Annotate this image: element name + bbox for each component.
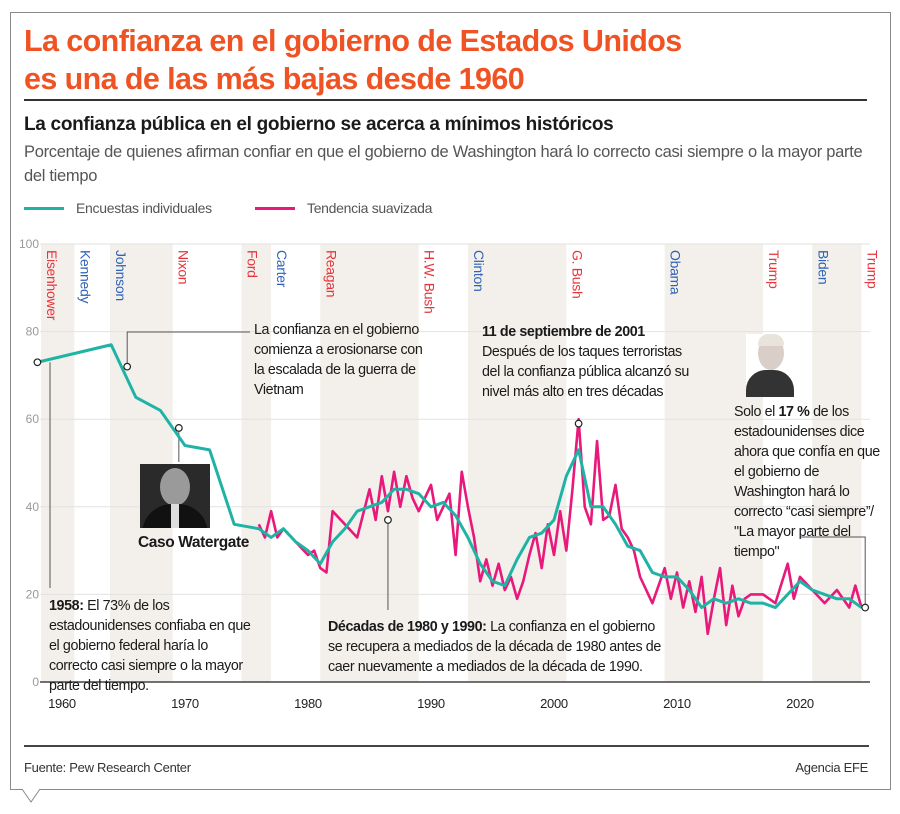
president-label: Nixon bbox=[176, 250, 192, 284]
president-label: Biden bbox=[815, 250, 831, 284]
legend-item-teal: Encuestas individuales bbox=[24, 200, 212, 216]
president-band bbox=[41, 244, 75, 682]
graphic-frame bbox=[10, 12, 891, 790]
president-label: Clinton bbox=[471, 250, 487, 291]
president-label: Obama bbox=[668, 250, 684, 295]
president-label: Eisenhower bbox=[44, 250, 60, 321]
annotation-september-2001: 11 de septiembre de 2001 Después de los t… bbox=[482, 324, 689, 400]
chart-description: Porcentaje de quienes afirman confiar en… bbox=[24, 143, 863, 185]
watergate-label: Caso Watergate bbox=[138, 534, 249, 551]
president-label: Kennedy bbox=[77, 250, 93, 303]
president-band bbox=[467, 244, 567, 682]
president-label: Ford bbox=[245, 250, 261, 278]
footer-divider bbox=[24, 745, 869, 747]
title-divider bbox=[24, 99, 867, 101]
x-tick-label: 1960 bbox=[48, 696, 76, 711]
chart-subtitle: La confianza pública en el gobierno se a… bbox=[24, 114, 614, 135]
legend-label: Tendencia suavizada bbox=[307, 200, 433, 216]
president-label: Johnson bbox=[113, 250, 129, 301]
series-line-teal bbox=[37, 343, 863, 610]
source-note: Fuente: Pew Research Center bbox=[24, 760, 191, 775]
trump-photo bbox=[746, 334, 794, 397]
annotation-vietnam: La confianza en el gobierno comienza a e… bbox=[254, 322, 423, 398]
annotation-marker bbox=[123, 362, 132, 371]
annotation-marker bbox=[33, 358, 42, 367]
y-tick-label: 80 bbox=[26, 325, 40, 339]
president-label: H.W. Bush bbox=[422, 250, 438, 313]
y-tick-label: 60 bbox=[26, 412, 40, 426]
legend-label: Encuestas individuales bbox=[76, 200, 212, 216]
agency-credit: Agencia EFE bbox=[795, 760, 868, 775]
x-tick-label: 2010 bbox=[663, 696, 691, 711]
president-band bbox=[320, 244, 419, 682]
president-label: G. Bush bbox=[569, 250, 585, 298]
president-band bbox=[109, 244, 173, 682]
president-band bbox=[664, 244, 764, 682]
page-title: La confianza en el gobierno de Estados U… bbox=[24, 24, 682, 96]
annotation-marker bbox=[861, 603, 870, 612]
president-band bbox=[812, 244, 862, 682]
legend-swatch-teal bbox=[24, 206, 64, 210]
annotation-marker bbox=[384, 516, 392, 524]
president-label: Trump bbox=[766, 250, 782, 289]
annotation-marker bbox=[574, 419, 583, 428]
president-label: Reagan bbox=[323, 250, 339, 297]
nixon-photo bbox=[140, 464, 210, 528]
annotation-leader-line bbox=[800, 536, 866, 608]
annotation-leader-line bbox=[126, 331, 250, 367]
x-tick-label: 2020 bbox=[786, 696, 814, 711]
x-tick-label: 1980 bbox=[294, 696, 322, 711]
annotation-decadas: Décadas de 1980 y 1990: La confianza en … bbox=[328, 619, 661, 675]
x-tick-label: 2000 bbox=[540, 696, 568, 711]
president-label: Trump bbox=[865, 250, 881, 289]
y-tick-label: 20 bbox=[26, 587, 40, 601]
annotation-1958: 1958: El 73% de los estadounidenses conf… bbox=[49, 598, 251, 694]
y-tick-label: 100 bbox=[19, 237, 39, 251]
president-label: Carter bbox=[274, 250, 290, 288]
frame-pointer bbox=[22, 788, 41, 803]
president-band bbox=[241, 244, 272, 682]
legend-swatch-pink bbox=[255, 206, 295, 210]
y-tick-label: 0 bbox=[32, 675, 39, 689]
legend-item-pink: Tendencia suavizada bbox=[255, 200, 432, 216]
annotation-current: Solo el 17 % de los estadounidenses dice… bbox=[734, 404, 880, 560]
annotation-marker bbox=[174, 424, 183, 432]
y-tick-label: 40 bbox=[26, 500, 40, 514]
x-tick-label: 1970 bbox=[171, 696, 199, 711]
x-tick-label: 1990 bbox=[417, 696, 445, 711]
